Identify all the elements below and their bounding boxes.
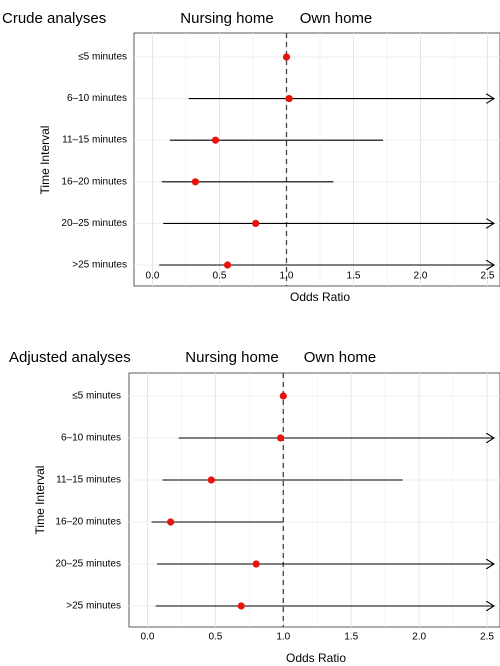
- point-estimate: [207, 476, 215, 484]
- panel-title: Adjusted analyses: [9, 349, 131, 366]
- category-label: 20–25 minutes: [55, 559, 121, 570]
- point-estimate: [223, 261, 232, 269]
- point-estimate: [282, 53, 291, 61]
- category-labels: ≤5 minutes 6–10 minutes 11–15 minutes 16–20…: [61, 52, 127, 271]
- category-label: >25 minutes: [66, 601, 121, 612]
- category-label: 16–20 minutes: [61, 176, 127, 187]
- point-estimate: [237, 602, 245, 610]
- plot-area: [128, 372, 500, 628]
- own-home-header: Own home: [300, 10, 373, 27]
- own-home-header: Own home: [304, 349, 377, 366]
- nursing-home-header: Nursing home: [185, 349, 278, 366]
- point-estimate: [191, 178, 199, 186]
- x-tick-labels: 0.0 0.5 1.0 1.5 2.0 2.5: [141, 632, 495, 643]
- category-label: ≤5 minutes: [72, 391, 121, 402]
- category-label: 6–10 minutes: [61, 433, 121, 444]
- point-estimate: [279, 392, 287, 400]
- x-tick-label: 1.0: [280, 271, 294, 282]
- point-estimate: [285, 95, 293, 103]
- panel-title: Crude analyses: [2, 10, 106, 27]
- y-axis-title: Time Interval: [33, 466, 47, 535]
- category-label: 11–15 minutes: [62, 135, 127, 146]
- x-axis-title: Odds Ratio: [286, 651, 346, 665]
- point-estimate: [166, 518, 175, 526]
- point-estimates: [191, 53, 293, 269]
- x-tick-label: 0.5: [208, 632, 222, 643]
- category-label: 16–20 minutes: [55, 517, 121, 528]
- x-tick-label: 0.0: [141, 632, 155, 643]
- point-estimate: [276, 434, 285, 442]
- point-estimates: [166, 392, 287, 610]
- y-axis-title: Time Interval: [38, 126, 52, 195]
- x-tick-label: 2.0: [412, 632, 426, 643]
- x-tick-label: 2.5: [481, 271, 495, 282]
- x-tick-label: 1.0: [276, 632, 290, 643]
- nursing-home-header: Nursing home: [180, 10, 273, 27]
- point-estimate: [211, 136, 220, 144]
- category-label: 20–25 minutes: [61, 218, 127, 229]
- plot-area: [133, 32, 500, 287]
- confidence-intervals: [151, 438, 494, 606]
- x-tick-labels: 0.0 0.5 1.0 1.5 2.0 2.5: [146, 271, 495, 282]
- confidence-intervals: [159, 99, 494, 265]
- category-label: >25 minutes: [72, 260, 127, 271]
- category-label: ≤5 minutes: [78, 52, 127, 63]
- point-estimate: [252, 219, 260, 227]
- x-tick-label: 1.5: [344, 632, 358, 643]
- x-axis-title: Odds Ratio: [290, 290, 350, 304]
- crude-analyses-panel: Crude analyses Nursing home Own home ≤5 …: [2, 10, 500, 304]
- x-tick-label: 2.5: [480, 632, 494, 643]
- category-label: 11–15 minutes: [56, 475, 121, 486]
- adjusted-analyses-panel: Adjusted analyses Nursing home Own home …: [9, 349, 500, 665]
- x-tick-label: 2.0: [414, 271, 428, 282]
- x-tick-label: 1.5: [347, 271, 361, 282]
- x-tick-label: 0.0: [146, 271, 160, 282]
- x-tick-label: 0.5: [213, 271, 227, 282]
- category-labels: ≤5 minutes 6–10 minutes 11–15 minutes 16–20…: [55, 391, 121, 612]
- point-estimate: [252, 560, 260, 568]
- category-label: 6–10 minutes: [67, 93, 127, 104]
